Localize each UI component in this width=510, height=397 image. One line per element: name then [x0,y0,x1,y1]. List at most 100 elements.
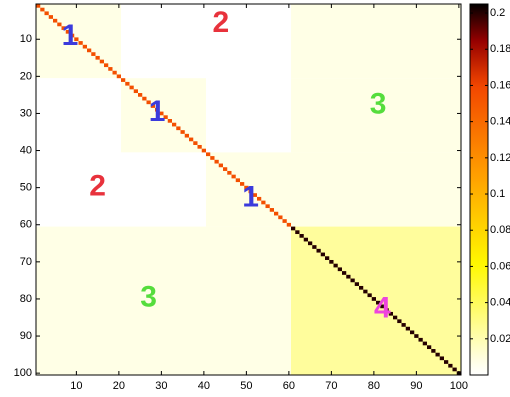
diagonal-cell [402,323,406,327]
diagonal-cell [338,267,342,271]
diagonal-cell [125,82,129,86]
diagonal-cell [185,134,189,138]
colorbar-tick-label: 0.12 [490,152,510,164]
diagonal-cell [215,160,219,164]
x-tick-label: 100 [450,380,468,392]
x-tick-label: 70 [325,380,337,392]
colorbar-tick-label: 0.14 [490,116,510,128]
x-tick-label: 10 [70,380,82,392]
diagonal-cell [308,241,312,245]
cluster-label: 1 [149,95,166,128]
diagonal-cell [232,175,236,179]
diagonal-cell [393,316,397,320]
diagonal-cell [266,204,270,208]
diagonal-cell [219,164,223,168]
diagonal-cell [444,360,448,364]
block-region-3 [206,227,291,375]
y-tick-label: 40 [20,145,32,157]
cluster-label: 2 [89,169,106,202]
diagonal-cell [295,230,299,234]
diagonal-cell [346,275,350,279]
block-region-3 [291,4,461,78]
block-region-2 [121,4,206,78]
x-tick-label: 20 [113,380,125,392]
diagonal-cell [300,234,304,238]
diagonal-cell [270,208,274,212]
diagonal-cell [414,334,418,338]
diagonal-cell [49,15,53,19]
diagonal-cell [210,156,214,160]
diagonal-cell [419,338,423,342]
y-tick-label: 100 [14,367,32,379]
diagonal-cell [130,86,134,90]
diagonal-cell [189,138,193,142]
cluster-label: 2 [213,6,230,39]
y-tick-label: 70 [20,256,32,268]
diagonal-cell [325,256,329,260]
cluster-label: 3 [370,88,387,121]
colorbar-tick-label: 0.2 [490,7,505,19]
diagonal-cell [423,342,427,346]
diagonal-cell [431,349,435,353]
diagonal-cell [453,368,457,372]
diagonal-cell [96,56,100,60]
diagonal-cell [83,45,87,49]
diagonal-cell [448,364,452,368]
block-region-3 [121,227,206,375]
y-tick-label: 10 [20,33,32,45]
diagonal-cell [261,201,265,205]
cluster-label: 1 [242,180,259,213]
diagonal-cell [181,130,185,134]
diagonal-cell [104,63,108,67]
diagonal-cell [317,249,321,253]
diagonal-cell [236,178,240,182]
y-tick-label: 20 [20,70,32,82]
x-tick-label: 40 [198,380,210,392]
block-region-2 [36,78,121,152]
colorbar-tick-label: 0.02 [490,333,510,345]
diagonal-cell [40,8,44,12]
diagonal-cell [36,4,40,8]
diagonal-cell [53,19,57,23]
block-region-2 [206,78,291,152]
diagonal-cell [436,353,440,357]
block-region-3 [291,152,461,226]
diagonal-cell [198,145,202,149]
x-tick-label: 50 [240,380,252,392]
diagonal-cell [406,327,410,331]
y-tick-label: 80 [20,293,32,305]
colorbar-tick-label: 0.18 [490,43,510,55]
diagonal-cell [287,223,291,227]
colorbar-tick-label: 0.1 [490,188,505,200]
diagonal-cell [138,93,142,97]
diagonal-cell [172,123,176,127]
block-region-2 [121,152,206,226]
diagonal-cell [91,52,95,56]
diagonal-cell [176,126,180,130]
diagonal-cell [100,60,104,64]
diagonal-cell [278,215,282,219]
diagonal-cell [134,89,138,93]
diagonal-cell [355,282,359,286]
diagonal-cell [304,238,308,242]
diagonal-cell [227,171,231,175]
diagonal-cell [351,279,355,283]
diagonal-cell [87,49,91,53]
diagonal-cell [206,152,210,156]
block-region-3 [36,227,121,375]
diagonal-cell [168,119,172,123]
y-tick-label: 90 [20,330,32,342]
diagonal-cell [334,264,338,268]
diagonal-cell [45,11,49,15]
x-tick-label: 60 [283,380,295,392]
y-tick-label: 60 [20,219,32,231]
diagonal-cell [342,271,346,275]
x-tick-label: 80 [368,380,380,392]
diagonal-cell [359,286,363,290]
y-tick-label: 50 [20,182,32,194]
x-tick-label: 90 [410,380,422,392]
diagonal-cell [291,227,295,231]
cluster-label: 4 [374,292,391,325]
cluster-label: 3 [140,281,157,314]
